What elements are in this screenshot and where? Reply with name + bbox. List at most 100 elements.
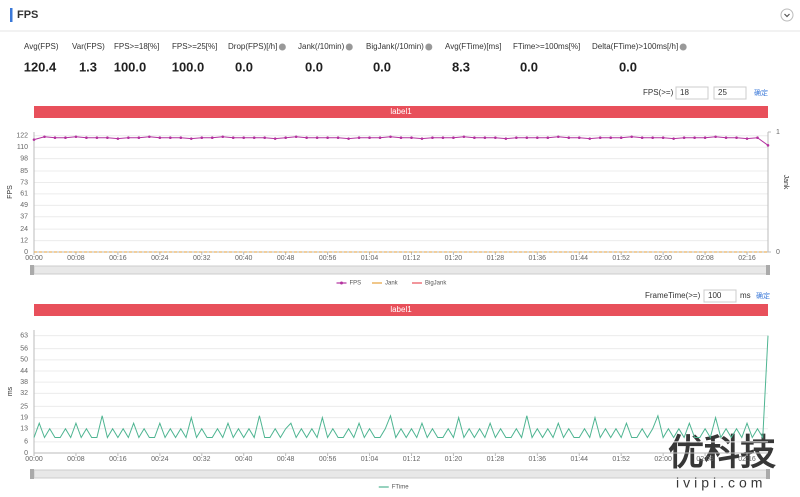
- data-point: [504, 137, 508, 140]
- x-tick-label: 00:32: [193, 255, 211, 262]
- control-label: FrameTime(>=): [645, 291, 701, 300]
- data-point: [735, 136, 738, 140]
- stat-label: FPS>=25[%]: [172, 42, 217, 51]
- x-tick-label: 00:08: [67, 255, 85, 262]
- y2-tick-label: 1: [776, 129, 780, 136]
- data-point: [116, 137, 120, 140]
- x-tick-label: 01:44: [570, 456, 588, 463]
- y-tick-label: 12: [20, 237, 28, 244]
- stat-label: BigJank(/10min): [366, 42, 424, 51]
- watermark-url: ivipi.com: [676, 475, 766, 491]
- x-tick-label: 00:48: [277, 456, 295, 463]
- input-value[interactable]: 25: [718, 88, 727, 97]
- confirm-button[interactable]: 确定: [754, 88, 768, 97]
- input-box[interactable]: [713, 86, 747, 100]
- data-point: [525, 136, 529, 140]
- stat-value: 1.3: [79, 59, 97, 74]
- legend-label: FTime: [392, 485, 409, 491]
- data-point: [305, 136, 308, 140]
- legend-label: Jank: [385, 281, 399, 287]
- data-point: [106, 136, 109, 140]
- y-tick-label: 24: [20, 226, 28, 233]
- label-bar: [34, 304, 768, 316]
- y-tick-label: 61: [20, 191, 28, 198]
- y-axis-title: ms: [7, 386, 14, 396]
- y2-axis-title: Jank: [782, 175, 789, 190]
- y-tick-label: 13: [20, 426, 28, 433]
- data-point: [756, 136, 759, 140]
- legend-label: FPS: [350, 281, 362, 287]
- legend-marker: [340, 281, 343, 285]
- zoom-slider[interactable]: [30, 265, 770, 275]
- help-icon: [679, 43, 687, 51]
- x-tick-label: 02:16: [738, 255, 756, 262]
- data-point: [242, 136, 246, 140]
- data-point: [630, 135, 633, 139]
- help-icon: [278, 43, 286, 51]
- data-point: [326, 136, 329, 140]
- data-point: [315, 136, 319, 140]
- x-tick-label: 00:08: [67, 456, 85, 463]
- x-tick-label: 00:24: [151, 456, 169, 463]
- data-point: [640, 136, 644, 140]
- collapse-button[interactable]: [780, 8, 794, 22]
- stat-value: 100.0: [172, 59, 205, 74]
- x-tick-label: 00:40: [235, 456, 253, 463]
- y-tick-label: 85: [20, 168, 28, 175]
- y-tick-label: 56: [20, 345, 28, 352]
- data-point: [703, 136, 707, 140]
- data-point: [368, 136, 371, 140]
- data-point: [766, 144, 770, 147]
- zoom-slider[interactable]: [30, 469, 770, 479]
- stat-value: 0.0: [619, 59, 637, 74]
- y-axis-title: FPS: [7, 185, 14, 199]
- stat-value: 120.4: [24, 59, 57, 74]
- stat-label: Drop(FPS)[/h]: [228, 42, 277, 51]
- y-tick-label: 63: [20, 332, 28, 339]
- data-point: [200, 136, 204, 140]
- data-point: [347, 137, 350, 140]
- stat-value: 100.0: [114, 59, 147, 74]
- x-tick-label: 01:28: [487, 456, 505, 463]
- x-tick-label: 00:24: [151, 255, 169, 262]
- data-point: [588, 137, 592, 140]
- data-point: [452, 136, 455, 140]
- stat-label: FTime>=100ms[%]: [513, 42, 580, 51]
- label-bar-text: label1: [390, 305, 412, 314]
- input-value[interactable]: 100: [708, 291, 722, 300]
- watermark: 优科技 ivipi.com: [668, 432, 776, 491]
- input-box[interactable]: [675, 86, 709, 100]
- x-tick-label: 00:56: [319, 255, 337, 262]
- data-point: [567, 136, 571, 140]
- y-tick-label: 0: [24, 249, 28, 256]
- data-point: [598, 136, 602, 140]
- data-point: [158, 136, 162, 140]
- x-tick-label: 01:20: [445, 456, 463, 463]
- stat-value: 8.3: [452, 59, 470, 74]
- data-point: [53, 136, 57, 140]
- x-tick-label: 02:16: [738, 456, 756, 463]
- input-box[interactable]: [703, 289, 737, 303]
- confirm-button[interactable]: 确定: [756, 291, 770, 300]
- data-point: [189, 137, 193, 140]
- data-point: [336, 136, 340, 140]
- x-tick-label: 00:16: [109, 456, 127, 463]
- data-point: [273, 137, 277, 140]
- help-icon: [425, 43, 433, 51]
- y-tick-label: 49: [20, 202, 28, 209]
- data-point: [494, 136, 497, 140]
- stat-label: FPS>=18[%]: [114, 42, 159, 51]
- x-tick-label: 02:00: [654, 255, 672, 262]
- label-bar: [34, 106, 768, 118]
- input-value[interactable]: 18: [680, 88, 689, 97]
- stat-value: 0.0: [235, 59, 253, 74]
- data-point: [263, 136, 266, 140]
- data-point: [745, 137, 749, 140]
- stat-label: Jank(/10min): [298, 42, 345, 51]
- data-point: [179, 136, 183, 140]
- data-point: [210, 136, 214, 140]
- data-point: [536, 136, 539, 140]
- stat-label: Avg(FTime)[ms]: [445, 42, 501, 51]
- data-point: [357, 136, 361, 140]
- stat-value: 0.0: [305, 59, 323, 74]
